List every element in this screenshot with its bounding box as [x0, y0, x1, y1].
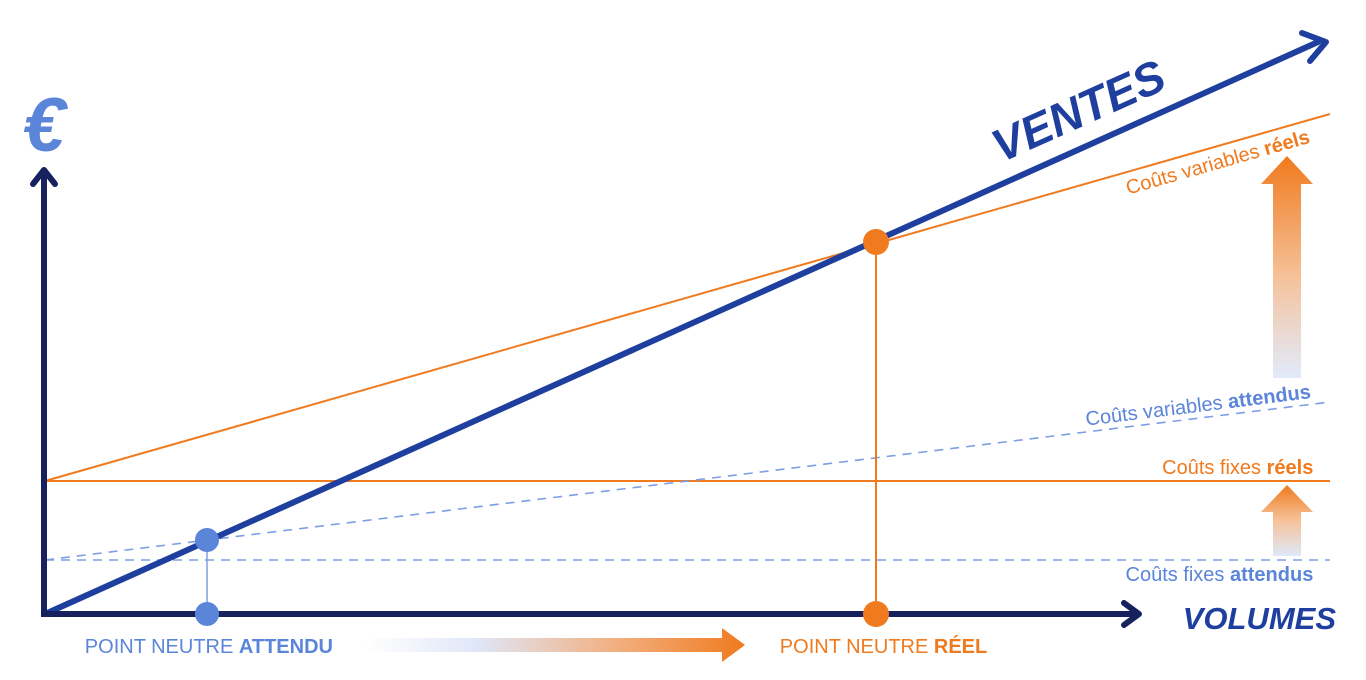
breakeven-real-axis-point	[863, 601, 889, 627]
sales-label: VENTES	[984, 49, 1173, 172]
variable-costs-real-label-prefix: Coûts variables	[1123, 139, 1267, 199]
x-axis-arrowhead	[1121, 600, 1142, 628]
fixed-costs-expected-label: Coûts fixes attendus	[1098, 564, 1330, 586]
breakeven-shift-arrow	[365, 628, 745, 662]
variable-costs-expected-label-bold: attendus	[1227, 381, 1312, 413]
breakeven-expected-axis-point	[195, 602, 219, 626]
breakeven-real-label: POINT NEUTRE RÉEL	[752, 635, 1004, 658]
x-axis-label: VOLUMES	[1183, 601, 1337, 636]
fixed-costs-expected-label-prefix: Coûts fixes	[1126, 564, 1230, 586]
variable-costs-expected-line	[44, 401, 1331, 561]
breakeven-expected-label: POINT NEUTRE ATTENDU	[57, 636, 350, 658]
y-axis-arrowhead	[30, 167, 58, 187]
variable-costs-shift-arrow	[1261, 156, 1313, 378]
breakeven-expected-label-bold: ATTENDU	[239, 636, 333, 658]
breakeven-expected-label-prefix: POINT NEUTRE	[85, 636, 239, 658]
breakeven-real-label-prefix: POINT NEUTRE	[780, 636, 934, 658]
variable-costs-real-line	[44, 113, 1331, 482]
breakeven-real-point	[863, 229, 889, 255]
variable-costs-expected-label-prefix: Coûts variables	[1084, 391, 1229, 430]
fixed-costs-real-label-prefix: Coûts fixes	[1162, 457, 1266, 479]
sales-arrowhead	[1299, 30, 1329, 64]
fixed-costs-real-label: Coûts fixes réels	[1134, 457, 1330, 479]
fixed-costs-real-label-bold: réels	[1267, 457, 1314, 479]
breakeven-real-label-bold: RÉEL	[934, 635, 987, 658]
breakeven-expected-point	[195, 528, 219, 552]
sales-line	[42, 39, 1321, 617]
fixed-costs-shift-arrow	[1261, 485, 1313, 556]
euro-axis-symbol: €	[23, 83, 69, 168]
fixed-costs-expected-label-bold: attendus	[1230, 564, 1313, 586]
